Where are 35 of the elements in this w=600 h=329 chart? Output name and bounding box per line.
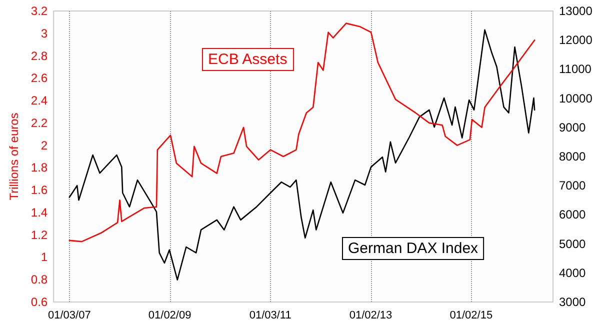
- y-tick-label: 2.6: [30, 71, 48, 86]
- y2-tick-label: 7000: [559, 178, 586, 193]
- y2-tick-label: 3000: [559, 295, 586, 309]
- y2-tick-label: 10000: [559, 91, 593, 106]
- x-tick-label: 01/03/11: [249, 310, 292, 322]
- y2-tick-label: 9000: [559, 120, 586, 134]
- y-tick-label: 1.8: [30, 160, 48, 175]
- series-label: German DAX Index: [348, 240, 479, 257]
- y2-tick-label: 12000: [559, 33, 593, 48]
- y2-tick-label: 5000: [559, 236, 586, 251]
- y-tick-label: 2.8: [30, 48, 48, 63]
- y-tick-label: 2: [40, 138, 48, 152]
- y-tick-label: 3.2: [30, 4, 48, 18]
- x-tick-label: 01/03/07: [48, 310, 91, 322]
- y-tick-label: 2.2: [30, 116, 48, 130]
- y-tick-label: 1.2: [30, 228, 48, 242]
- x-tick-label: 01/02/13: [349, 310, 392, 322]
- y-tick-label: 3: [40, 26, 48, 40]
- line-series: [68, 29, 536, 281]
- y2-tick-label: 11000: [559, 62, 592, 76]
- y-tick-label: 1: [40, 250, 48, 264]
- text: ECB Assets: [208, 51, 288, 68]
- y-tick-label: 1.6: [30, 183, 48, 198]
- x-tick-label: 01/02/09: [148, 310, 192, 322]
- y-tick-label: 2.4: [30, 94, 48, 108]
- y2-tick-label: 8000: [559, 150, 586, 164]
- y-tick-label: 0.6: [30, 295, 48, 309]
- x-tick-label: 01/02/15: [450, 310, 493, 322]
- y2-tick-label: 13000: [559, 4, 593, 18]
- y-axis-title: Trillions of euros: [7, 112, 21, 200]
- y-tick-label: 0.8: [30, 272, 48, 287]
- y-tick-label: 1.4: [30, 205, 48, 220]
- y2-tick-label: 6000: [559, 208, 586, 222]
- y2-tick-label: 4000: [559, 266, 586, 280]
- line-series: [68, 22, 536, 242]
